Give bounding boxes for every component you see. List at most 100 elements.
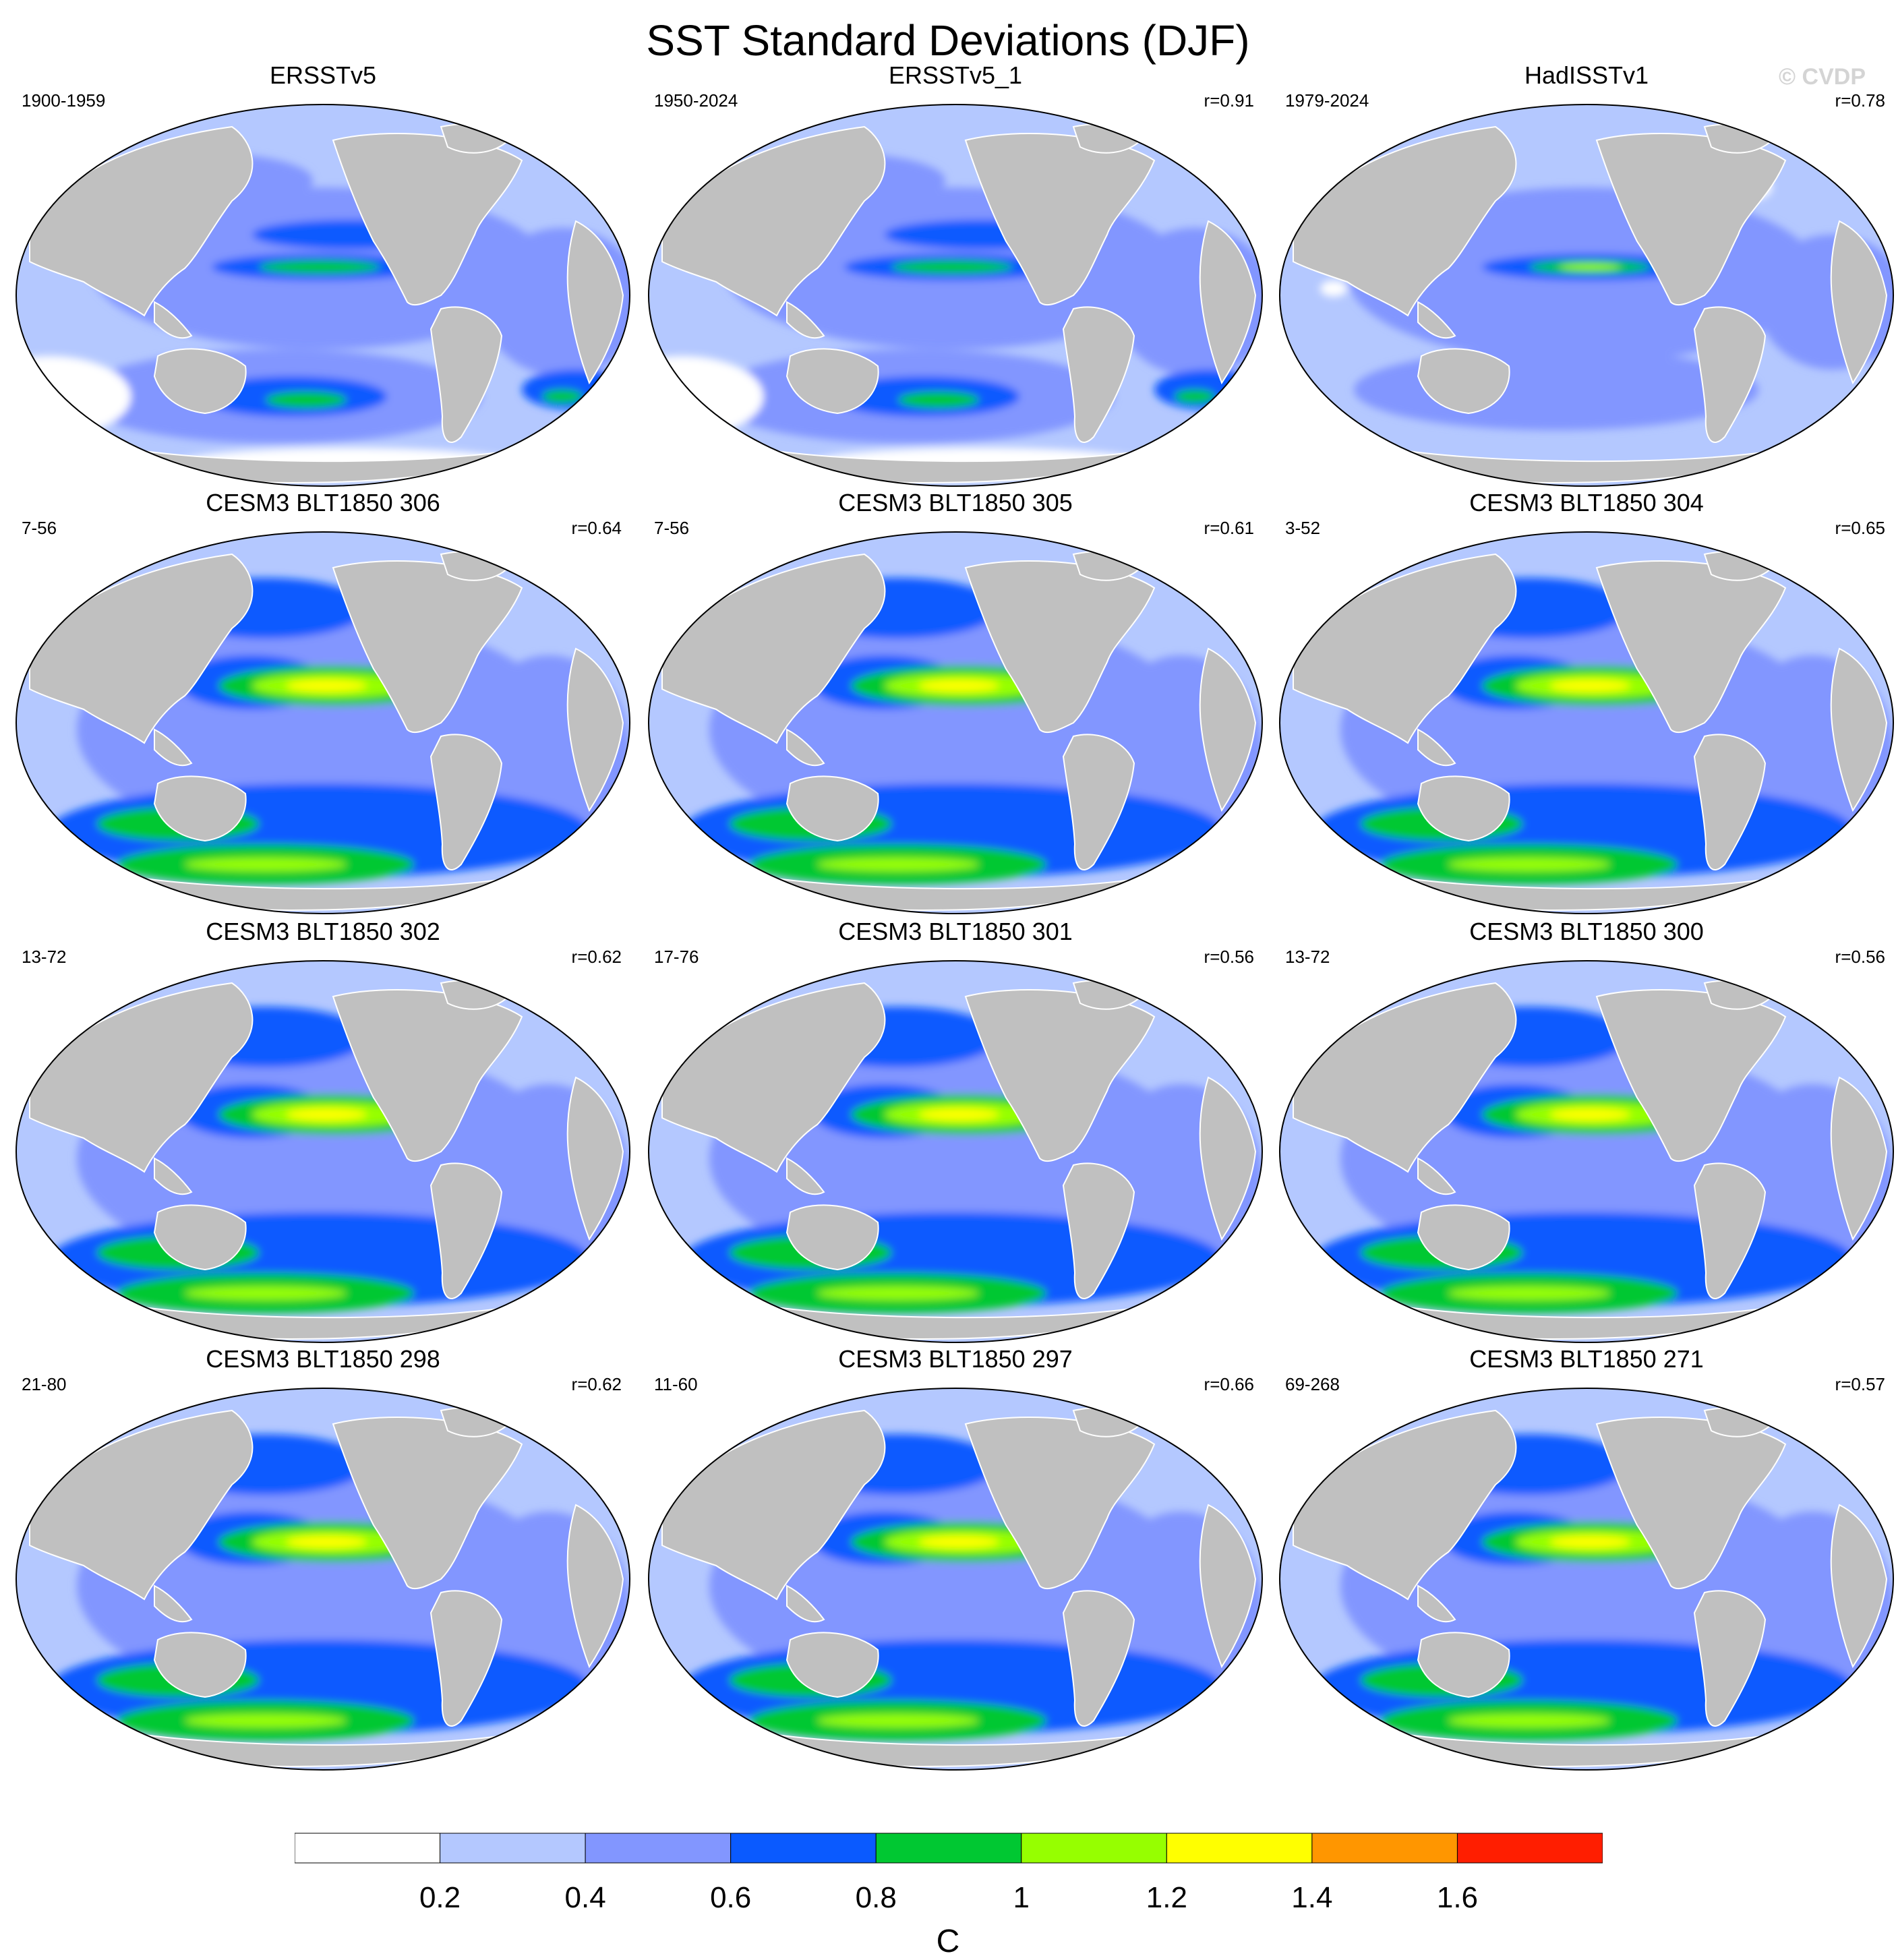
panel-correlation: r=0.65 — [1835, 518, 1885, 538]
colorbar-tick-label: 1.6 — [1436, 1881, 1479, 1914]
panel-title: ERSSTv5_1 — [888, 61, 1023, 89]
land-mass — [1830, 1504, 1888, 1669]
land-mass — [566, 1076, 624, 1241]
sst-anomaly-region — [1549, 1536, 1630, 1548]
land-mass — [1293, 982, 1517, 1173]
sst-anomaly-region — [185, 1714, 347, 1727]
colorbar-swatch — [730, 1833, 877, 1864]
land-mass — [786, 1632, 879, 1698]
world-map — [15, 1388, 631, 1771]
sst-anomaly-region — [817, 1714, 979, 1727]
panel-years: 7-56 — [654, 518, 690, 538]
map-panel: CESM3 BLT1850 300 13-72 r=0.56 — [1273, 916, 1896, 1347]
colorbar-tick-label: 0.6 — [710, 1881, 752, 1914]
land-mass — [1830, 1076, 1888, 1241]
world-map — [15, 960, 631, 1343]
map-border — [15, 960, 631, 1343]
sst-anomaly-region — [1320, 280, 1347, 297]
panel-title: CESM3 BLT1850 298 — [206, 1345, 440, 1373]
panel-years: 17-76 — [654, 947, 699, 967]
map-panel: CESM3 BLT1850 304 3-52 r=0.65 — [1273, 487, 1896, 918]
land-mass — [1062, 306, 1135, 443]
land-mass — [154, 1157, 193, 1195]
sst-anomaly-region — [817, 1286, 979, 1300]
colorbar-tick-label: 1.2 — [1146, 1881, 1187, 1914]
land-mass — [154, 301, 193, 339]
world-map — [647, 960, 1264, 1343]
land-mass — [154, 728, 193, 767]
panel-title: CESM3 BLT1850 305 — [838, 489, 1073, 516]
map-panel: CESM3 BLT1850 298 21-80 r=0.62 — [9, 1343, 636, 1775]
land-mass — [1199, 1504, 1257, 1669]
map-border — [15, 104, 631, 487]
land-mass — [661, 553, 886, 744]
sst-anomaly-region — [1354, 349, 1758, 430]
land-mass — [29, 982, 254, 1173]
sst-anomaly-region — [542, 390, 583, 403]
land-mass — [1417, 301, 1456, 339]
land-mass — [154, 1584, 193, 1623]
colorbar-swatch — [1021, 1833, 1167, 1864]
sst-anomaly-region — [259, 260, 380, 274]
panel-years: 1950-2024 — [654, 90, 738, 111]
land-mass — [566, 220, 624, 385]
panel-correlation: r=0.91 — [1204, 90, 1254, 111]
land-mass — [1417, 1584, 1456, 1623]
sst-anomaly-region — [1448, 858, 1610, 871]
world-map — [15, 531, 631, 914]
land-mass — [661, 1409, 886, 1601]
land-mass — [429, 734, 503, 870]
land-mass — [29, 125, 254, 317]
map-panel: ERSSTv5 1900-1959 — [9, 59, 636, 491]
land-mass — [429, 306, 503, 443]
map-border — [1278, 104, 1895, 487]
colorbar-swatch — [295, 1833, 441, 1864]
sst-anomaly-region — [817, 858, 979, 871]
sst-anomaly-region — [918, 680, 999, 692]
sst-anomaly-region — [918, 1108, 999, 1121]
land-mass — [1693, 306, 1767, 443]
sst-anomaly-region — [286, 1108, 367, 1121]
land-mass — [429, 1590, 503, 1727]
land-mass — [1199, 220, 1257, 385]
map-border — [1278, 531, 1895, 914]
land-mass — [1693, 734, 1767, 870]
land-mass — [1417, 1204, 1510, 1271]
panel-title: CESM3 BLT1850 304 — [1469, 489, 1704, 516]
land-mass — [661, 125, 886, 317]
land-mass — [1417, 1632, 1510, 1698]
map-panel: HadISSTv1 1979-2024 r=0.78 — [1273, 59, 1896, 491]
land-mass — [786, 775, 879, 842]
sst-anomaly-region — [1549, 680, 1630, 692]
map-panel: CESM3 BLT1850 297 11-60 r=0.66 — [642, 1343, 1269, 1775]
colorbar-swatch — [1311, 1833, 1458, 1864]
map-panel: ERSSTv5_1 1950-2024 r=0.91 — [642, 59, 1269, 491]
colorbar-tick-label: 0.2 — [419, 1881, 461, 1914]
world-map — [647, 104, 1264, 487]
colorbar-unit: C — [936, 1924, 960, 1959]
land-mass — [786, 1157, 825, 1195]
map-border — [1278, 1388, 1895, 1771]
panel-years: 11-60 — [654, 1374, 698, 1394]
world-map — [647, 1388, 1264, 1771]
panel-title: CESM3 BLT1850 297 — [838, 1345, 1073, 1373]
panel-title: HadISSTv1 — [1524, 61, 1649, 89]
land-mass — [153, 1632, 247, 1698]
sst-anomaly-region — [891, 260, 1013, 274]
map-border — [647, 1388, 1264, 1771]
map-border — [647, 960, 1264, 1343]
panel-title: CESM3 BLT1850 302 — [206, 918, 440, 945]
land-mass — [1417, 728, 1456, 767]
sst-anomaly-region — [1448, 1714, 1610, 1727]
panel-years: 3-52 — [1285, 518, 1321, 538]
panel-correlation: r=0.64 — [571, 518, 622, 538]
sst-anomaly-region — [185, 1286, 347, 1300]
world-map — [1278, 531, 1895, 914]
colorbar-tick-label: 1 — [1013, 1881, 1030, 1914]
world-map — [1278, 104, 1895, 487]
panel-correlation: r=0.61 — [1204, 518, 1254, 538]
sst-anomaly-region — [1549, 1108, 1630, 1121]
sst-anomaly-region — [1175, 390, 1215, 403]
land-mass — [1417, 1157, 1456, 1195]
map-panel: CESM3 BLT1850 271 69-268 r=0.57 — [1273, 1343, 1896, 1775]
